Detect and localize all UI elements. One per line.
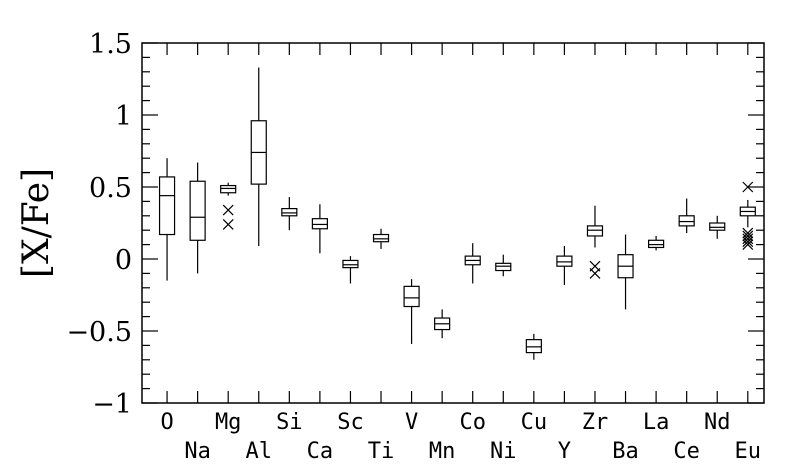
box-item-ce (678, 198, 695, 234)
y-tick-label: 1 (115, 101, 132, 132)
y-tick-label: 0 (115, 245, 132, 276)
y-axis-ticks (142, 42, 764, 404)
box-series (158, 67, 756, 360)
x-category-label: Mg (215, 410, 242, 435)
x-category-label: O (160, 410, 173, 435)
box-iqr (495, 262, 512, 272)
box-iqr (281, 208, 298, 217)
box-outlier (742, 227, 754, 239)
box-item-co (464, 243, 481, 284)
box-iqr (586, 225, 604, 237)
y-tick-label: 0.5 (89, 173, 132, 204)
box-item-si (281, 197, 298, 231)
x-category-label: La (643, 410, 670, 435)
y-tick-labels: 1.5 1 0.5 0 −0.5 −1 (66, 29, 132, 420)
box-iqr (403, 285, 420, 308)
box-iqr (556, 255, 573, 267)
box-item-y (556, 246, 573, 285)
box-iqr (525, 339, 542, 354)
box-iqr (709, 222, 726, 231)
box-iqr (342, 259, 359, 269)
box-item-ni (495, 254, 512, 277)
x-category-label: Ba (612, 439, 639, 464)
x-category-label: Co (459, 410, 486, 435)
outlier-stroke-b (742, 239, 754, 251)
y-tick-label: −1 (92, 389, 132, 420)
x-category-label: Al (246, 439, 273, 464)
box-iqr (648, 239, 665, 249)
x-category-label: Si (276, 410, 303, 435)
box-outlier (742, 230, 754, 242)
x-category-label: Nd (704, 410, 731, 435)
box-iqr (189, 180, 206, 241)
box-outlier (742, 239, 754, 251)
box-item-ti (372, 228, 390, 249)
x-category-label: Na (184, 439, 211, 464)
box-item-mg (220, 182, 237, 230)
outlier-stroke-b (742, 236, 754, 248)
box-iqr (158, 176, 176, 236)
y-tick-label: −0.5 (66, 317, 132, 348)
y-axis-label: [X/Fe] (16, 168, 57, 278)
box-item-o (158, 158, 176, 281)
x-category-label: Zr (582, 410, 609, 435)
box-item-la (648, 235, 665, 251)
outlier-stroke-b (742, 181, 754, 193)
x-category-label: Sc (337, 410, 364, 435)
box-item-sc (342, 256, 359, 284)
box-item-zr (586, 205, 604, 279)
box-outlier (742, 236, 754, 248)
box-outlier (742, 181, 754, 193)
box-item-nd (709, 215, 726, 239)
box-item-mn (434, 309, 451, 339)
box-item-cu (525, 333, 542, 360)
box-outlier (589, 267, 601, 279)
x-category-label: Mn (429, 439, 456, 464)
box-iqr (220, 184, 237, 194)
x-category-label: Y (558, 439, 571, 464)
box-iqr (678, 215, 695, 227)
box-outlier (742, 233, 754, 245)
x-category-label: Ni (490, 439, 517, 464)
box-item-ba (617, 234, 634, 310)
x-category-label: Cu (521, 410, 548, 435)
outlier-stroke-b (222, 219, 234, 230)
box-iqr (311, 218, 328, 230)
x-category-label: Ca (307, 439, 334, 464)
box-item-ca (311, 204, 328, 254)
box-item-na (189, 162, 206, 274)
outlier-stroke-b (742, 227, 754, 239)
box-outlier (222, 219, 234, 230)
x-category-label: Eu (735, 439, 762, 464)
box-outlier (222, 204, 234, 216)
outlier-stroke-b (742, 230, 754, 242)
plot-frame (141, 42, 765, 404)
x-axis-ticks (166, 43, 749, 403)
outlier-stroke-b (589, 267, 601, 279)
y-tick-label: 1.5 (89, 29, 132, 60)
box-item-eu (739, 181, 756, 251)
box-iqr (372, 233, 390, 243)
x-category-label: V (405, 410, 418, 435)
x-category-label: Ti (368, 439, 395, 464)
x-category-label: Ce (673, 439, 700, 464)
box-item-v (403, 279, 420, 344)
outlier-stroke-b (222, 204, 234, 216)
outlier-stroke-b (742, 233, 754, 245)
box-item-al (250, 67, 267, 247)
